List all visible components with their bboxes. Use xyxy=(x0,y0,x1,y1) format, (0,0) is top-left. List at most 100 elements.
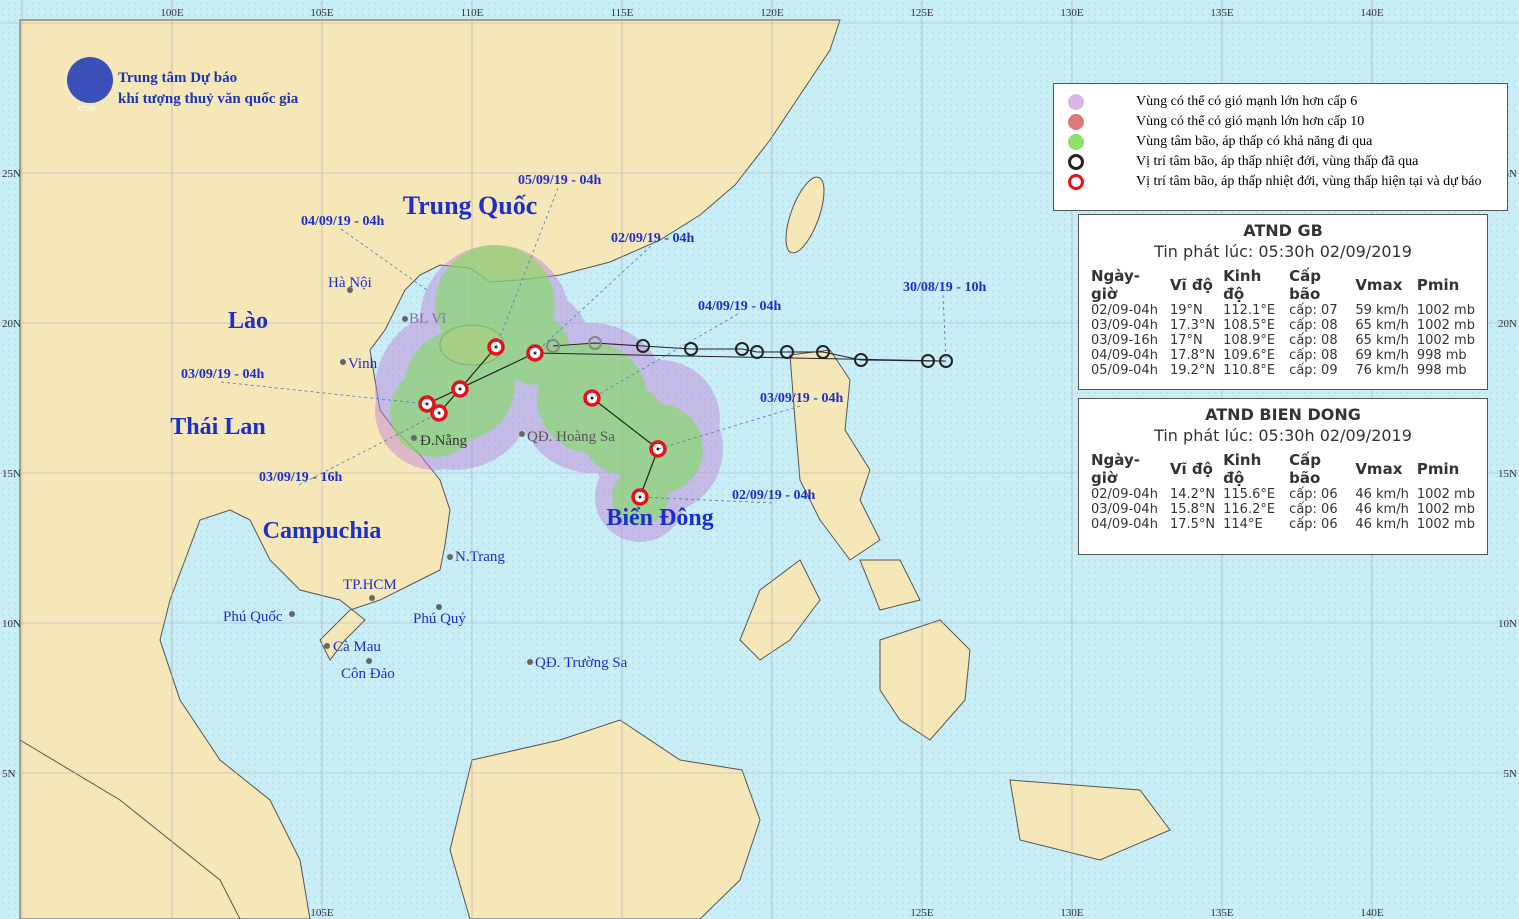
label-leader xyxy=(495,187,559,348)
track-label: 04/09/19 - 04h xyxy=(698,299,781,314)
lat-label: 20N xyxy=(2,318,21,330)
cell: 03/09-16h xyxy=(1091,333,1158,348)
legend-swatch xyxy=(1068,174,1084,190)
land xyxy=(19,19,1171,919)
label-leader xyxy=(942,294,947,362)
lon-label: 100E xyxy=(160,7,184,19)
place-dot xyxy=(324,643,330,649)
place-label: Cà Mau xyxy=(333,639,381,655)
cell: cấp: 08 xyxy=(1289,333,1338,348)
region-label: Biển Đông xyxy=(606,505,713,531)
past-position xyxy=(588,336,602,350)
legend-item: Vùng có thể có gió mạnh lớn hơn cấp 10 xyxy=(1136,114,1365,129)
cell: 112.1°E xyxy=(1223,303,1276,318)
cell: 03/09-04h xyxy=(1091,502,1158,517)
lat-label: 25N xyxy=(2,168,21,180)
place-dot xyxy=(447,554,453,560)
cell: 114°E xyxy=(1223,517,1263,532)
place-dot xyxy=(366,658,372,664)
table-title: ATND GB xyxy=(1243,221,1323,240)
legend-swatch xyxy=(1068,154,1084,170)
lon-label: 135E xyxy=(1210,907,1234,919)
cell: 65 km/h xyxy=(1355,318,1409,333)
header-cell: Vmax xyxy=(1355,460,1403,478)
cell: cấp: 08 xyxy=(1289,318,1338,333)
cell: 05/09-04h xyxy=(1091,363,1158,378)
label-leader xyxy=(639,496,773,504)
place-label: BL Vĩ xyxy=(409,311,447,327)
place-label: N.Trang xyxy=(455,549,505,565)
place-dot xyxy=(436,604,442,610)
past-position xyxy=(780,345,794,359)
cell: 19.2°N xyxy=(1169,363,1216,378)
cell: 46 km/h xyxy=(1355,487,1409,502)
legend-swatch xyxy=(1068,134,1084,150)
storm-center xyxy=(425,402,429,406)
cell: 17.3°N xyxy=(1169,318,1216,333)
past-track xyxy=(534,342,947,362)
cell: 1002 mb xyxy=(1416,333,1475,348)
storm-center xyxy=(458,387,462,391)
track-label: 04/09/19 - 04h xyxy=(301,214,384,229)
cell: 46 km/h xyxy=(1355,517,1409,532)
org: Trung tâm Dự báo khí tượng thuỷ văn quốc … xyxy=(118,68,298,110)
cell: 14.2°N xyxy=(1169,487,1216,502)
place-dot xyxy=(340,359,346,365)
region-label: Trung Quốc xyxy=(403,191,538,220)
cell: 04/09-04h xyxy=(1091,348,1158,363)
cell: 46 km/h xyxy=(1355,502,1409,517)
label-leader xyxy=(657,405,801,450)
place-dot xyxy=(289,611,295,617)
track-label: 03/09/19 - 04h xyxy=(181,367,264,382)
place-label: Phú Quý xyxy=(413,611,466,627)
logo-text: KTVN xyxy=(77,105,96,113)
lat-label: 15N xyxy=(2,468,21,480)
header-cell: Vĩ độ xyxy=(1169,460,1213,478)
cell: 15.8°N xyxy=(1169,502,1216,517)
cell: 998 mb xyxy=(1416,348,1467,363)
cell: 17.5°N xyxy=(1169,517,1216,532)
lat-label: 15N xyxy=(1498,468,1517,480)
place-label: QĐ. Trường Sa xyxy=(535,655,628,671)
legend: Vùng có thể có gió mạnh lớn hơn cấp 6 Vùn… xyxy=(1053,83,1508,211)
lat-label: 5N xyxy=(1504,768,1518,780)
cell: 1002 mb xyxy=(1416,502,1475,517)
table: Ngày-giờ Vĩ độ Kinh độ Cấp bão Vmax Pmin 02/09… xyxy=(1087,267,1479,378)
place-label: Vinh xyxy=(348,356,378,372)
header-cell: Cấp bão xyxy=(1289,267,1322,303)
cell: cấp: 06 xyxy=(1289,517,1338,532)
past-position xyxy=(921,354,935,368)
lon-label: 140E xyxy=(1360,7,1384,19)
past-position xyxy=(684,342,698,356)
cell: cấp: 06 xyxy=(1289,487,1338,502)
legend-item: Vùng tâm bão, áp thấp có khả năng đi qua xyxy=(1136,134,1373,149)
label-leader xyxy=(591,313,739,399)
table-issued: Tin phát lúc: 05:30h 02/09/2019 xyxy=(1154,426,1412,445)
header-cell: Vmax xyxy=(1355,276,1403,294)
past-position xyxy=(816,345,830,359)
header-cell: Cấp bão xyxy=(1289,451,1322,487)
track-label: 05/09/19 - 04h xyxy=(518,173,601,188)
cell: 04/09-04h xyxy=(1091,517,1158,532)
logo: KTVN xyxy=(67,57,113,113)
cell: 19°N xyxy=(1169,303,1203,318)
label-leader xyxy=(220,381,428,405)
cell: 02/09-04h xyxy=(1091,487,1158,502)
cell: 109.6°E xyxy=(1223,348,1276,363)
cell: 76 km/h xyxy=(1355,363,1409,378)
region-label: Campuchia xyxy=(263,518,382,544)
lon-label: 115E xyxy=(611,7,634,19)
cell: 69 km/h xyxy=(1355,348,1409,363)
cell: 110.8°E xyxy=(1223,363,1276,378)
cell: 65 km/h xyxy=(1355,333,1409,348)
place-label: Đ.Nẵng xyxy=(420,433,468,449)
track-label: 03/09/19 - 16h xyxy=(259,470,342,485)
region-label: Lào xyxy=(228,308,268,334)
cell: 1002 mb xyxy=(1416,487,1475,502)
label-leader xyxy=(534,245,652,354)
place-label: TP.HCM xyxy=(343,577,397,593)
lon-label: 120E xyxy=(760,7,784,19)
header-cell: Kinh độ xyxy=(1223,267,1262,303)
cell: cấp: 06 xyxy=(1289,502,1338,517)
